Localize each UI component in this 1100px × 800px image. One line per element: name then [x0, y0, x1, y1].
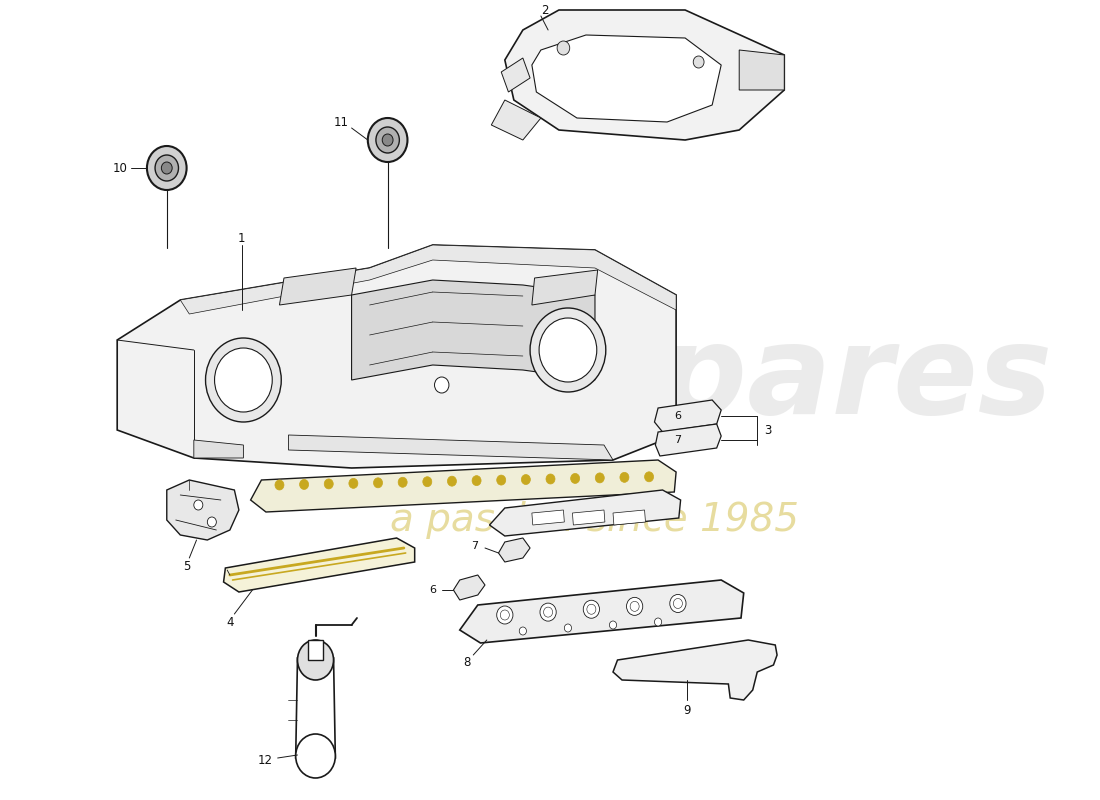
Circle shape — [207, 517, 217, 527]
Polygon shape — [296, 658, 336, 758]
Polygon shape — [194, 440, 243, 458]
Text: 8: 8 — [463, 657, 471, 670]
Polygon shape — [613, 510, 646, 525]
Circle shape — [296, 734, 336, 778]
Circle shape — [434, 377, 449, 393]
Circle shape — [564, 624, 572, 632]
Circle shape — [587, 604, 596, 614]
Polygon shape — [572, 510, 605, 525]
Circle shape — [422, 477, 432, 486]
Circle shape — [398, 478, 407, 487]
Polygon shape — [180, 245, 676, 314]
Circle shape — [324, 479, 333, 489]
Circle shape — [497, 475, 506, 485]
Circle shape — [349, 478, 358, 488]
Text: 4: 4 — [227, 615, 233, 629]
Polygon shape — [490, 490, 681, 536]
Text: 6: 6 — [674, 411, 681, 421]
Circle shape — [497, 606, 513, 624]
Polygon shape — [532, 510, 564, 525]
Circle shape — [162, 162, 173, 174]
Circle shape — [519, 627, 527, 635]
Text: 10: 10 — [112, 162, 128, 174]
Polygon shape — [613, 640, 777, 700]
Circle shape — [521, 474, 530, 485]
Circle shape — [645, 472, 653, 482]
Circle shape — [472, 476, 481, 486]
Polygon shape — [739, 50, 784, 90]
Circle shape — [557, 41, 570, 55]
Circle shape — [654, 618, 662, 626]
Polygon shape — [251, 460, 676, 512]
Circle shape — [546, 474, 556, 484]
Polygon shape — [288, 435, 613, 460]
Circle shape — [155, 155, 178, 181]
Text: 6: 6 — [429, 585, 437, 595]
Circle shape — [206, 338, 282, 422]
Circle shape — [673, 598, 682, 609]
Circle shape — [630, 602, 639, 611]
Polygon shape — [460, 580, 744, 643]
Polygon shape — [453, 575, 485, 600]
Circle shape — [609, 621, 617, 629]
Text: 1: 1 — [238, 231, 245, 245]
Circle shape — [448, 476, 456, 486]
Circle shape — [382, 134, 393, 146]
Circle shape — [670, 594, 686, 613]
Polygon shape — [505, 10, 784, 140]
Circle shape — [194, 500, 202, 510]
Text: 3: 3 — [764, 423, 772, 437]
Polygon shape — [492, 100, 541, 140]
Circle shape — [299, 479, 309, 490]
Polygon shape — [656, 424, 722, 456]
Circle shape — [543, 607, 552, 617]
Polygon shape — [308, 640, 322, 660]
Text: 7: 7 — [472, 541, 478, 551]
Circle shape — [376, 127, 399, 153]
Polygon shape — [279, 268, 356, 305]
Circle shape — [530, 308, 606, 392]
Circle shape — [627, 598, 642, 615]
Polygon shape — [498, 538, 530, 562]
Polygon shape — [352, 280, 595, 380]
Polygon shape — [502, 58, 530, 92]
Circle shape — [539, 318, 597, 382]
Polygon shape — [532, 35, 722, 122]
Circle shape — [147, 146, 187, 190]
Polygon shape — [654, 400, 722, 432]
Circle shape — [693, 56, 704, 68]
Text: 2: 2 — [541, 3, 548, 17]
Circle shape — [500, 610, 509, 620]
Polygon shape — [167, 480, 239, 540]
Circle shape — [367, 118, 407, 162]
Circle shape — [595, 473, 604, 483]
Circle shape — [214, 348, 272, 412]
Circle shape — [583, 600, 600, 618]
Text: eurospares: eurospares — [263, 319, 1053, 441]
Text: 11: 11 — [333, 115, 349, 129]
Text: 9: 9 — [683, 703, 691, 717]
Text: 7: 7 — [674, 435, 682, 445]
Polygon shape — [223, 538, 415, 592]
Circle shape — [620, 472, 629, 482]
Circle shape — [374, 478, 383, 488]
Circle shape — [571, 474, 580, 483]
Polygon shape — [532, 270, 597, 305]
Circle shape — [297, 640, 333, 680]
Text: 12: 12 — [257, 754, 273, 766]
Text: 5: 5 — [183, 559, 190, 573]
Polygon shape — [118, 245, 676, 468]
Circle shape — [275, 480, 284, 490]
Circle shape — [540, 603, 557, 621]
Text: a passion since 1985: a passion since 1985 — [390, 501, 800, 539]
